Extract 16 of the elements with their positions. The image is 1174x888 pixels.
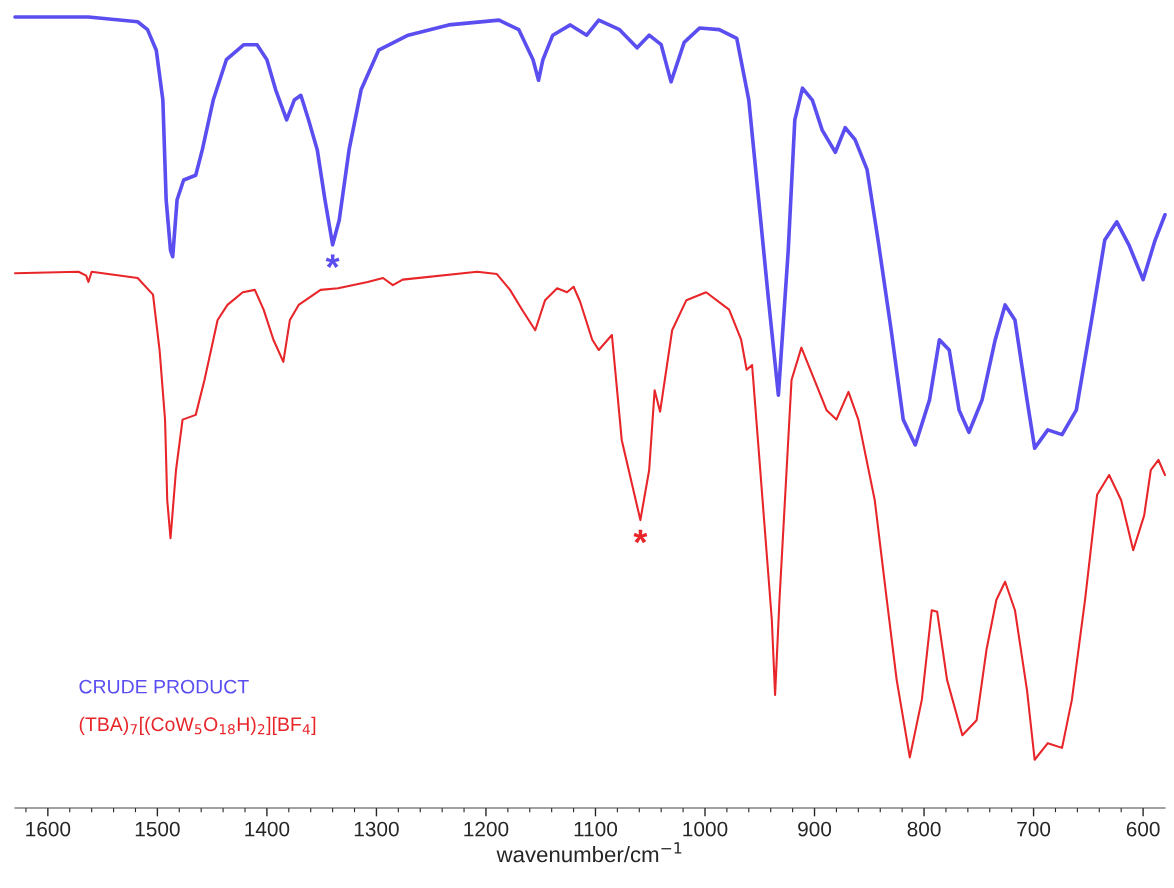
x-tick-label: 800	[907, 821, 941, 837]
x-tick-label: 1200	[464, 821, 509, 837]
text: (TBA)$_{7}$[(CoW$_{5}$O$_{18}$H)$_{2}$][BF$_{4}$]	[79, 716, 316, 735]
x-tick-label: 700	[1017, 821, 1051, 837]
annotation: *	[325, 254, 340, 268]
x-tick-label: 1400	[245, 821, 290, 837]
x-tick-label: 1300	[354, 821, 399, 837]
x-axis-title: wavenumber/cm$^{−1}$	[496, 842, 682, 863]
annotation: *	[633, 529, 648, 544]
x-tick-label: 1100	[574, 821, 618, 837]
x-tick-label: 1000	[683, 821, 728, 837]
text: CRUDE PRODUCT	[79, 679, 249, 694]
x-tick-label: 600	[1126, 821, 1160, 837]
x-tick-label: 900	[798, 821, 832, 837]
x-tick-label: 1500	[135, 821, 180, 837]
x-tick-label: 1600	[26, 821, 71, 837]
